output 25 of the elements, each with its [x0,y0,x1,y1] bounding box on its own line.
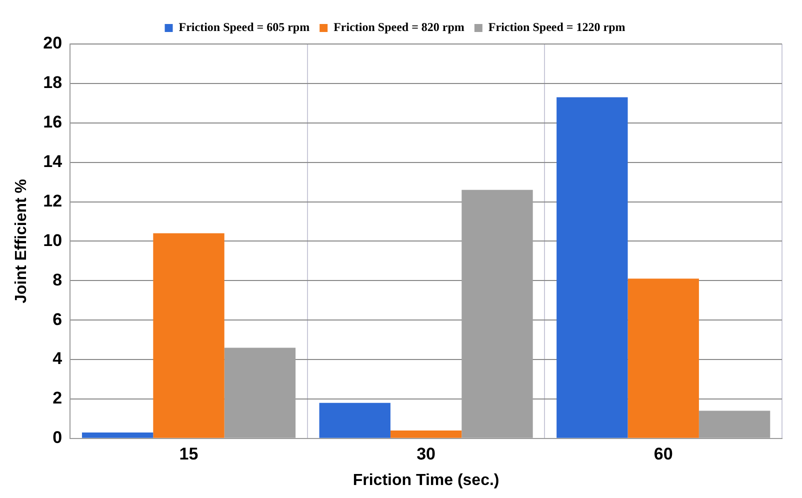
y-tick-label: 4 [52,349,63,368]
legend-label: Friction Speed = 820 rpm [334,20,464,34]
y-tick-label: 10 [43,230,62,250]
y-tick-label: 12 [43,191,62,210]
bar [556,97,628,438]
legend-label: Friction Speed = 605 rpm [178,20,310,34]
bar [390,430,462,438]
y-tick-label: 18 [43,73,62,92]
x-tick-label: 60 [654,444,673,464]
y-tick-label: 0 [52,428,62,448]
y-axis-title: Joint Efficient % [13,178,30,304]
bar [319,402,390,438]
legend-label: Friction Speed = 1220 rpm [488,20,626,34]
bar [153,233,224,438]
y-tick-label: 2 [52,388,62,408]
y-tick-label: 14 [43,152,63,172]
y-tick-label: 6 [52,310,62,329]
bar [628,278,699,438]
x-tick-label: 15 [179,444,198,464]
y-tick-label: 20 [43,34,62,53]
y-tick-label: 8 [52,270,62,290]
x-tick-label: 30 [416,444,436,464]
x-axis-title: Friction Time (sec.) [352,472,500,489]
y-tick-label: 16 [43,112,62,132]
bar [82,432,154,438]
